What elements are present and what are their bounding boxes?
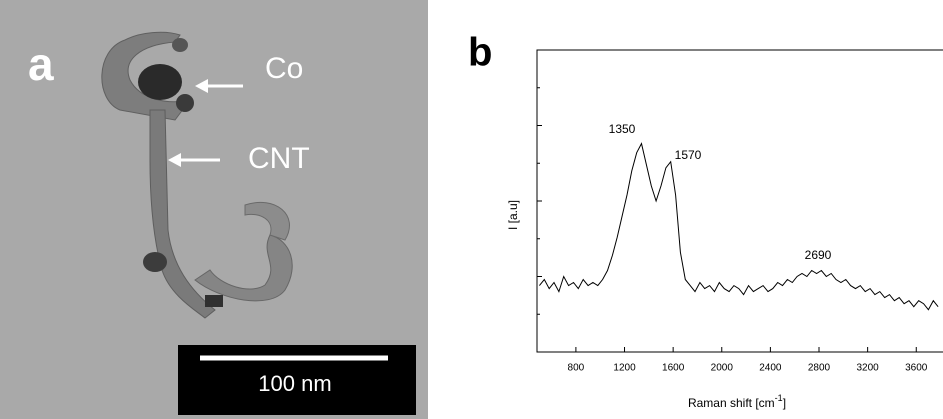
scale-bar-label: 100 nm bbox=[258, 371, 331, 396]
co-label: Co bbox=[265, 52, 303, 85]
peak-annotation: 1350 bbox=[609, 122, 636, 136]
x-axis-label-text: Raman shift [cm bbox=[688, 396, 775, 410]
x-axis-label-sup: -1 bbox=[775, 393, 783, 403]
peak-annotation: 2690 bbox=[805, 248, 832, 262]
x-tick-label: 3600 bbox=[905, 363, 928, 374]
x-tick-label: 2800 bbox=[808, 363, 831, 374]
spectrum-line bbox=[539, 142, 939, 311]
peak-annotation: 1570 bbox=[675, 148, 702, 162]
x-tick-label: 2400 bbox=[759, 363, 782, 374]
x-tick-label: 1200 bbox=[613, 363, 636, 374]
plot-frame bbox=[536, 49, 943, 353]
panel-label: b bbox=[468, 31, 492, 75]
x-axis-label-end: ] bbox=[783, 396, 786, 410]
panel-label: a bbox=[28, 38, 54, 90]
x-tick-label: 3200 bbox=[857, 363, 880, 374]
y-axis-label: I [a.u] bbox=[506, 200, 520, 230]
cnt-label: CNT bbox=[248, 142, 310, 175]
x-tick-label: 1600 bbox=[662, 363, 685, 374]
tem-image bbox=[0, 0, 428, 419]
x-tick-label: 800 bbox=[568, 363, 585, 374]
x-axis-label: Raman shift [cm-1] bbox=[688, 393, 786, 410]
x-tick-label: 2000 bbox=[711, 363, 734, 374]
